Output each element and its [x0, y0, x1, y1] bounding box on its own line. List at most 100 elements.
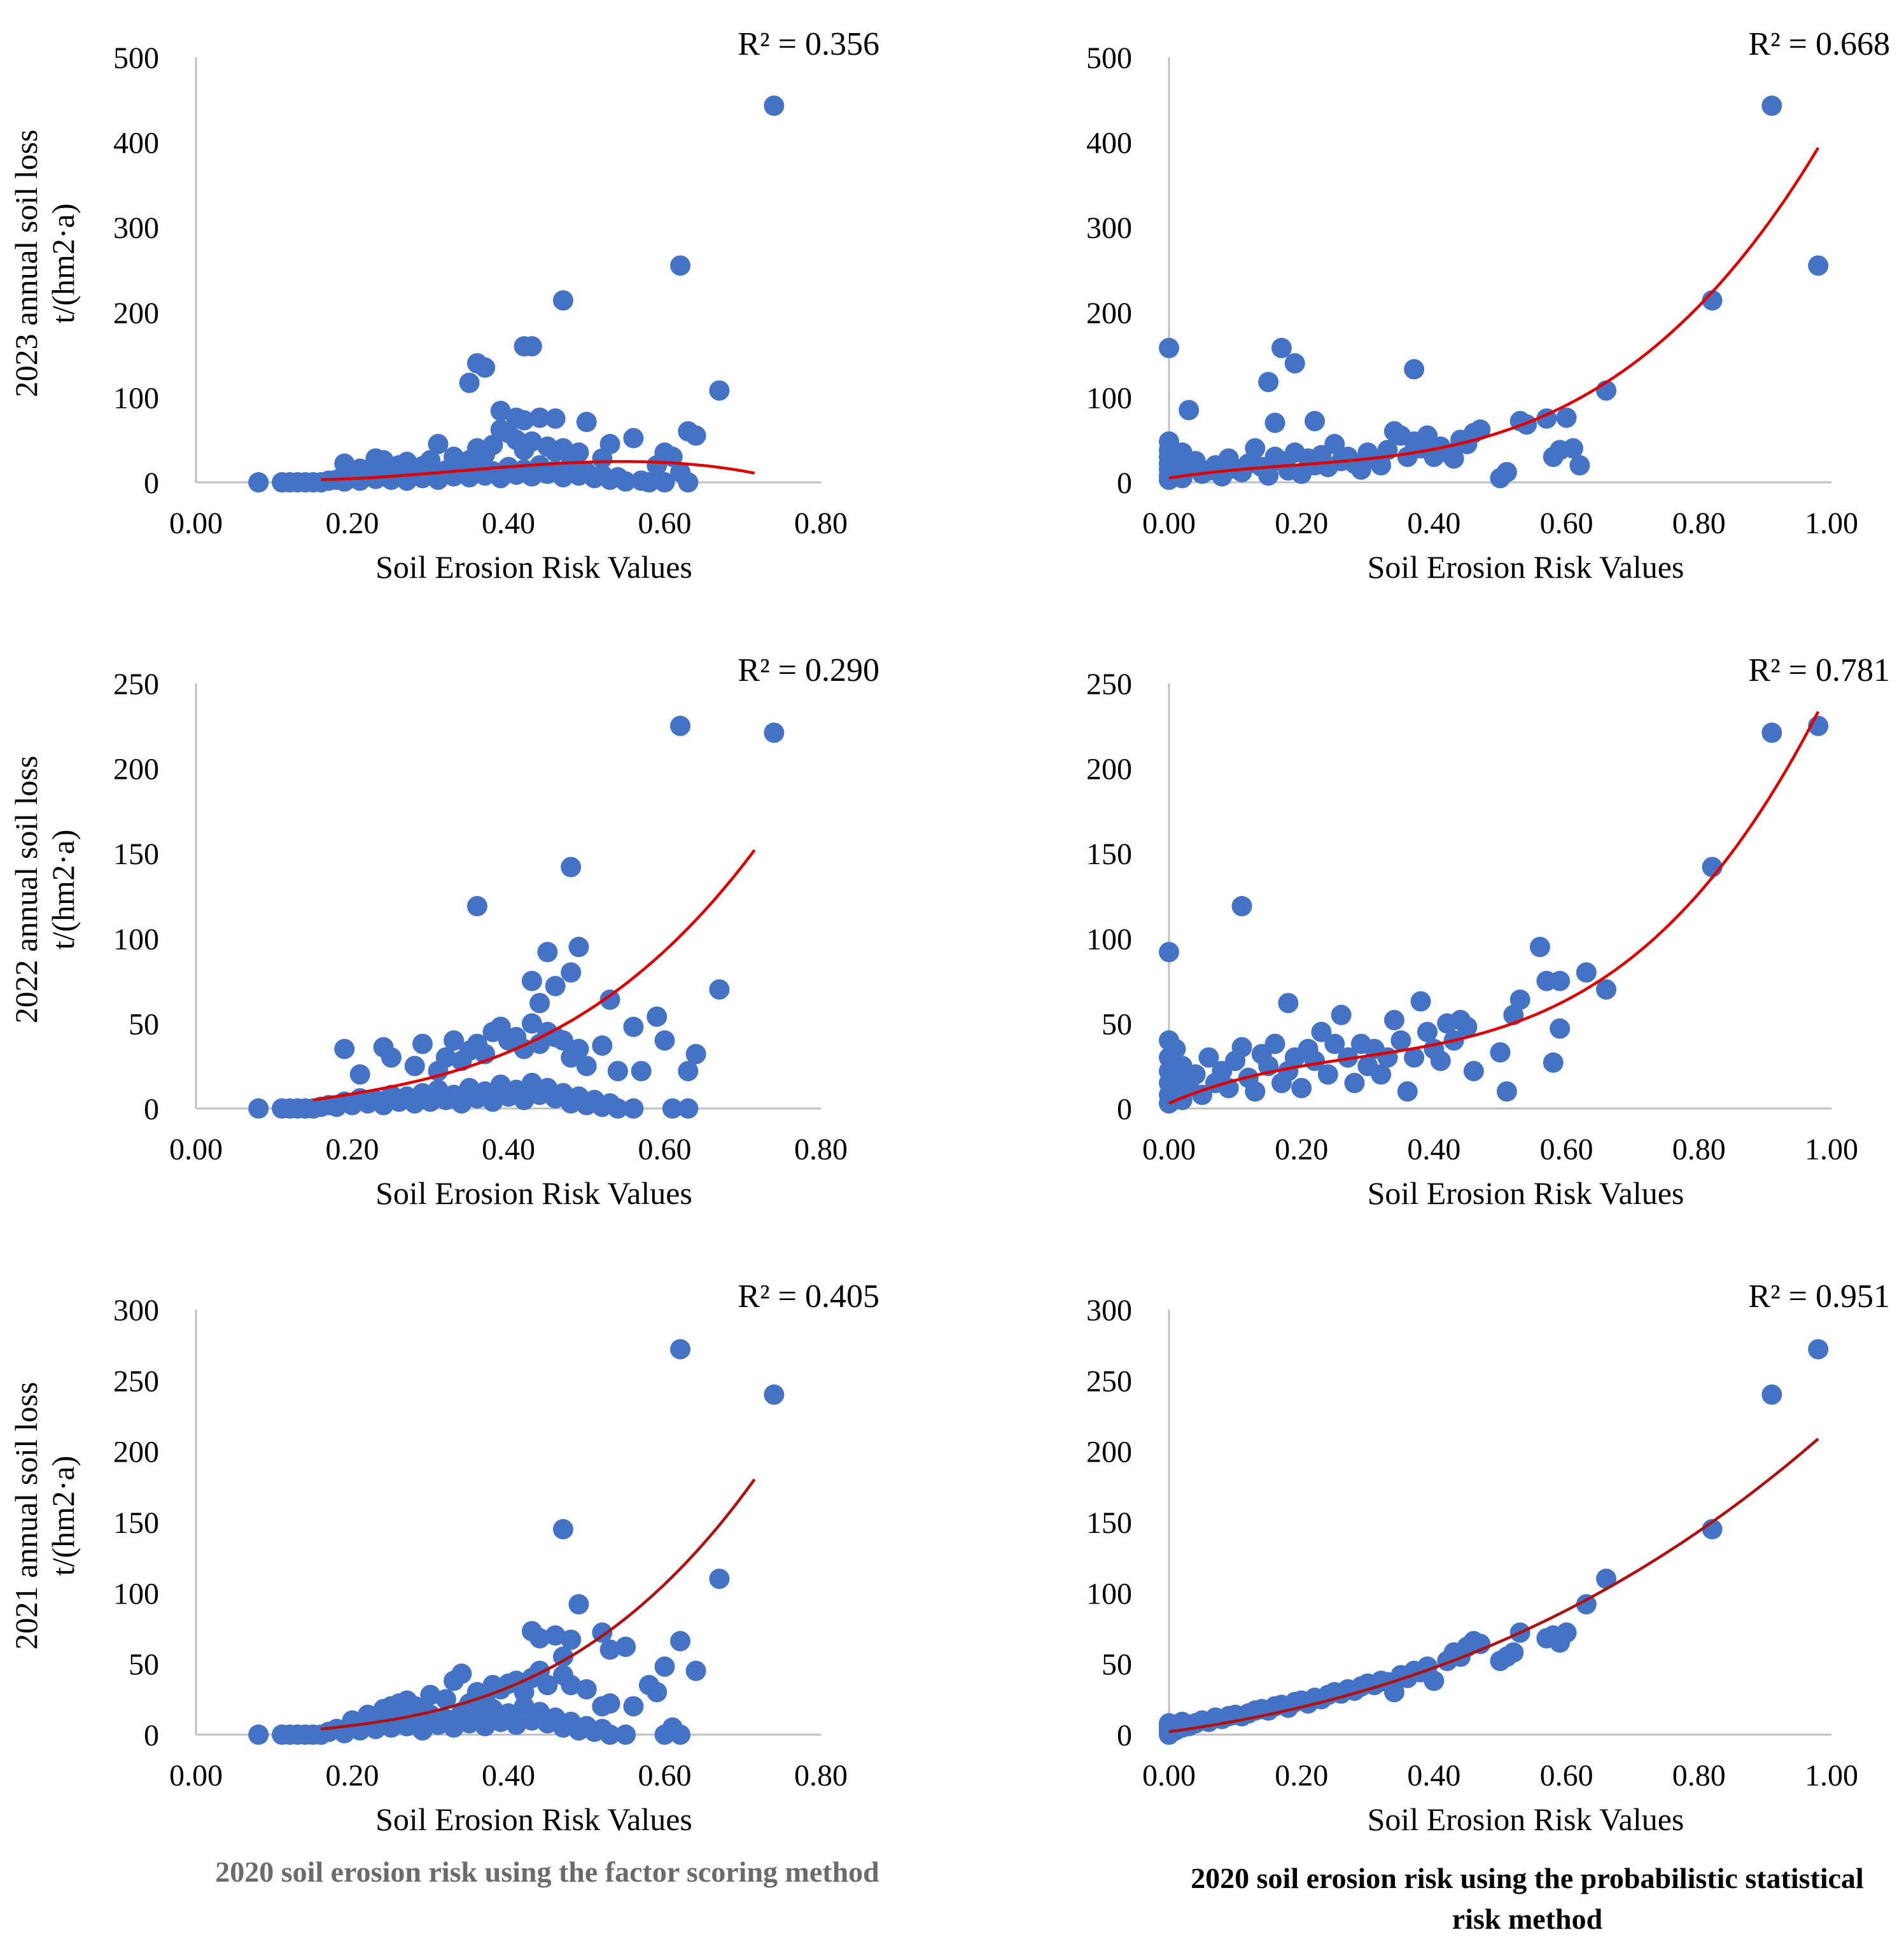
data-point — [1185, 1064, 1206, 1085]
x-tick-label: 0.60 — [638, 1133, 692, 1166]
x-tick-label: 0.20 — [1275, 507, 1328, 540]
data-point — [1808, 255, 1829, 276]
r-squared-label: R² = 0.951 — [1748, 1278, 1890, 1315]
r-squared-label: R² = 0.356 — [738, 26, 879, 62]
data-point — [709, 979, 730, 1000]
data-point — [576, 1056, 597, 1077]
data-point — [599, 1693, 620, 1714]
data-point — [466, 896, 487, 917]
scatter-points — [1159, 715, 1829, 1114]
data-point — [764, 95, 785, 116]
data-point — [435, 1689, 456, 1710]
chart-p2023-prob: 0 100 200 300 400 500 0.00 0.20 0.40 0.60 0.80 1.00… — [1086, 26, 1890, 585]
data-point — [662, 1098, 683, 1119]
data-point — [1490, 1042, 1511, 1063]
y-tick-label: 150 — [1086, 837, 1132, 871]
data-point — [1311, 1021, 1332, 1042]
data-point — [349, 1064, 370, 1085]
data-point — [592, 1035, 613, 1056]
y-axis-label: t/(hm2·a) — [45, 1456, 81, 1576]
data-point — [1331, 1005, 1352, 1026]
y-tick-label: 0 — [1117, 1719, 1132, 1752]
trendline — [312, 849, 756, 1101]
y-tick-label: 400 — [1086, 127, 1132, 160]
data-point — [1284, 353, 1305, 374]
data-point — [514, 1089, 535, 1110]
data-point — [444, 1030, 465, 1051]
data-point — [482, 1091, 503, 1112]
data-point — [521, 970, 542, 991]
data-point — [475, 1716, 496, 1737]
data-point — [1808, 1339, 1829, 1360]
data-point — [615, 471, 636, 492]
x-axis-label: Soil Erosion Risk Values — [375, 1801, 692, 1837]
y-axis-label: t/(hm2·a) — [45, 830, 81, 950]
data-point — [1496, 461, 1517, 482]
data-point — [1404, 1047, 1425, 1068]
data-point — [615, 1636, 636, 1657]
r-squared-label: R² = 0.668 — [1748, 26, 1890, 62]
y-tick-label: 50 — [129, 1007, 159, 1041]
x-tick-label: 0.40 — [482, 1133, 535, 1166]
x-tick-label: 1.00 — [1805, 1133, 1858, 1166]
data-point — [1245, 1081, 1266, 1102]
data-point — [545, 408, 566, 429]
y-tick-label: 400 — [113, 127, 159, 160]
data-point — [623, 428, 644, 449]
data-point — [334, 1038, 355, 1059]
data-point — [1324, 1033, 1345, 1054]
x-tick-label: 0.80 — [794, 507, 848, 540]
y-tick-label: 300 — [1086, 211, 1132, 245]
x-tick-label: 0.20 — [326, 1759, 379, 1793]
x-axis-label: Soil Erosion Risk Values — [1368, 1175, 1684, 1211]
data-point — [545, 1625, 566, 1646]
x-tick-label: 0.60 — [1540, 1133, 1593, 1166]
data-point — [1344, 1072, 1365, 1093]
data-point — [1410, 991, 1431, 1012]
data-point — [670, 715, 691, 736]
y-tick-label: 300 — [113, 1294, 159, 1327]
data-point — [1371, 455, 1392, 476]
x-axis-label: Soil Erosion Risk Values — [375, 1175, 692, 1211]
data-point — [1443, 448, 1464, 469]
data-point — [248, 1098, 269, 1119]
y-tick-label: 250 — [113, 1364, 159, 1398]
x-tick-label: 0.40 — [1407, 1133, 1460, 1166]
data-point — [561, 857, 582, 878]
y-tick-label: 300 — [113, 211, 159, 245]
data-point — [615, 1724, 636, 1745]
data-point — [521, 1013, 542, 1034]
x-tick-label: 0.00 — [169, 1133, 223, 1166]
x-tick-label: 0.20 — [326, 507, 379, 540]
data-point — [459, 372, 480, 393]
data-point — [1569, 455, 1590, 476]
data-point — [599, 1639, 620, 1660]
y-tick-label: 100 — [113, 1577, 159, 1611]
y-tick-label: 500 — [113, 41, 159, 75]
data-point — [1556, 1622, 1577, 1643]
data-point — [1383, 1010, 1404, 1031]
data-point — [1383, 1682, 1404, 1703]
data-point — [764, 1384, 785, 1405]
data-point — [490, 400, 511, 421]
data-point — [521, 431, 542, 452]
x-axis-label: Soil Erosion Risk Values — [375, 549, 692, 585]
chart-p2022-prob: 0 50 100 150 200 250 0.00 0.20 0.40 0.60 0.80 1.00 S… — [1086, 652, 1890, 1211]
data-point — [1563, 438, 1584, 459]
data-point — [373, 450, 394, 471]
y-tick-label: 300 — [1086, 1294, 1132, 1327]
data-point — [709, 380, 730, 401]
data-point — [654, 1030, 675, 1051]
data-point — [1179, 400, 1200, 421]
data-point — [1324, 433, 1345, 454]
data-point — [1264, 1033, 1285, 1054]
data-point — [561, 1675, 582, 1696]
data-point — [678, 472, 699, 493]
x-tick-label: 0.00 — [1142, 1133, 1196, 1166]
chart-p2023-factor: 0 100 200 300 400 500 0.00 0.20 0.40 0.60 0.80 Soil… — [8, 26, 879, 585]
y-axis-label: 2023 annual soil loss — [8, 130, 44, 398]
data-point — [599, 989, 620, 1010]
data-point — [678, 1061, 699, 1082]
data-point — [1556, 407, 1577, 428]
data-point — [1761, 1384, 1782, 1405]
